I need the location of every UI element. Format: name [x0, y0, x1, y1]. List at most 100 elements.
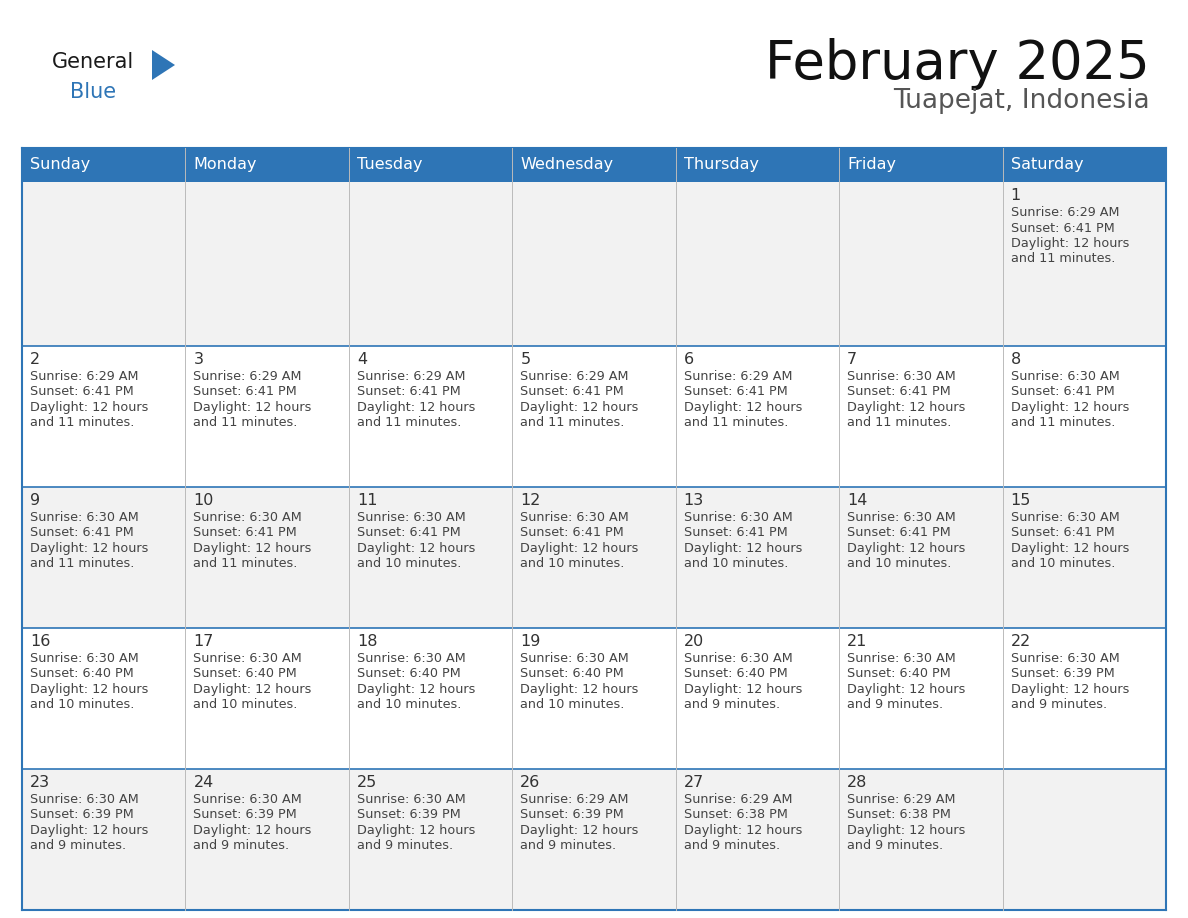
Text: Sunrise: 6:30 AM: Sunrise: 6:30 AM — [30, 652, 139, 665]
Polygon shape — [152, 50, 175, 80]
Text: Sunset: 6:41 PM: Sunset: 6:41 PM — [1011, 386, 1114, 398]
Text: and 9 minutes.: and 9 minutes. — [847, 699, 943, 711]
Text: Sunset: 6:39 PM: Sunset: 6:39 PM — [520, 809, 624, 822]
Bar — [349, 346, 512, 487]
Text: and 11 minutes.: and 11 minutes. — [520, 416, 625, 430]
Text: 6: 6 — [684, 352, 694, 367]
Text: Sunset: 6:40 PM: Sunset: 6:40 PM — [847, 667, 950, 680]
Text: Daylight: 12 hours: Daylight: 12 hours — [194, 542, 311, 554]
Text: and 11 minutes.: and 11 minutes. — [1011, 416, 1116, 430]
Text: and 10 minutes.: and 10 minutes. — [847, 557, 952, 570]
Text: Daylight: 12 hours: Daylight: 12 hours — [194, 824, 311, 837]
Text: Daylight: 12 hours: Daylight: 12 hours — [684, 683, 802, 696]
Text: 20: 20 — [684, 634, 704, 649]
Bar — [185, 769, 349, 910]
Text: and 11 minutes.: and 11 minutes. — [1011, 252, 1116, 265]
Text: Daylight: 12 hours: Daylight: 12 hours — [520, 401, 639, 414]
Text: Sunrise: 6:30 AM: Sunrise: 6:30 AM — [194, 652, 302, 665]
Text: Daylight: 12 hours: Daylight: 12 hours — [30, 683, 148, 696]
Text: Blue: Blue — [70, 82, 116, 102]
Bar — [185, 628, 349, 769]
Text: Daylight: 12 hours: Daylight: 12 hours — [356, 683, 475, 696]
Text: Daylight: 12 hours: Daylight: 12 hours — [520, 824, 639, 837]
Text: Daylight: 12 hours: Daylight: 12 hours — [194, 683, 311, 696]
Text: Sunset: 6:41 PM: Sunset: 6:41 PM — [194, 526, 297, 540]
Text: Sunrise: 6:30 AM: Sunrise: 6:30 AM — [356, 793, 466, 806]
Text: Sunrise: 6:30 AM: Sunrise: 6:30 AM — [1011, 652, 1119, 665]
Bar — [23, 628, 185, 769]
Text: 19: 19 — [520, 634, 541, 649]
Text: Sunset: 6:40 PM: Sunset: 6:40 PM — [684, 667, 788, 680]
Text: and 11 minutes.: and 11 minutes. — [30, 416, 134, 430]
Text: 28: 28 — [847, 775, 867, 790]
Text: Daylight: 12 hours: Daylight: 12 hours — [684, 542, 802, 554]
Text: 17: 17 — [194, 634, 214, 649]
Text: 4: 4 — [356, 352, 367, 367]
Text: and 11 minutes.: and 11 minutes. — [684, 416, 788, 430]
Text: Daylight: 12 hours: Daylight: 12 hours — [1011, 683, 1129, 696]
Bar — [676, 769, 839, 910]
Bar — [349, 487, 512, 628]
Text: Sunrise: 6:30 AM: Sunrise: 6:30 AM — [194, 793, 302, 806]
Text: Sunset: 6:41 PM: Sunset: 6:41 PM — [520, 386, 624, 398]
Text: Sunset: 6:41 PM: Sunset: 6:41 PM — [684, 386, 788, 398]
Text: and 10 minutes.: and 10 minutes. — [194, 699, 298, 711]
Text: Sunset: 6:41 PM: Sunset: 6:41 PM — [684, 526, 788, 540]
Bar — [512, 487, 676, 628]
Bar — [349, 769, 512, 910]
Text: Daylight: 12 hours: Daylight: 12 hours — [847, 824, 966, 837]
Text: Daylight: 12 hours: Daylight: 12 hours — [30, 401, 148, 414]
Text: Sunset: 6:39 PM: Sunset: 6:39 PM — [1011, 667, 1114, 680]
Text: Tuesday: Tuesday — [356, 158, 423, 173]
Text: 1: 1 — [1011, 188, 1020, 203]
Bar — [512, 769, 676, 910]
Text: 26: 26 — [520, 775, 541, 790]
Text: Daylight: 12 hours: Daylight: 12 hours — [1011, 542, 1129, 554]
Text: and 11 minutes.: and 11 minutes. — [847, 416, 952, 430]
Text: Sunrise: 6:29 AM: Sunrise: 6:29 AM — [847, 793, 955, 806]
Text: 15: 15 — [1011, 493, 1031, 508]
Text: Sunrise: 6:29 AM: Sunrise: 6:29 AM — [520, 370, 628, 383]
Text: 22: 22 — [1011, 634, 1031, 649]
Bar — [349, 182, 512, 346]
Bar — [839, 628, 1003, 769]
Text: Daylight: 12 hours: Daylight: 12 hours — [30, 542, 148, 554]
Text: Sunset: 6:38 PM: Sunset: 6:38 PM — [847, 809, 952, 822]
Text: and 9 minutes.: and 9 minutes. — [847, 839, 943, 853]
Text: 21: 21 — [847, 634, 867, 649]
Bar — [23, 346, 185, 487]
Bar — [1003, 769, 1165, 910]
Text: Sunrise: 6:29 AM: Sunrise: 6:29 AM — [356, 370, 466, 383]
Bar — [1003, 346, 1165, 487]
Text: 3: 3 — [194, 352, 203, 367]
Bar — [23, 769, 185, 910]
Text: Sunset: 6:41 PM: Sunset: 6:41 PM — [1011, 221, 1114, 234]
Text: Daylight: 12 hours: Daylight: 12 hours — [847, 401, 966, 414]
Text: Sunrise: 6:30 AM: Sunrise: 6:30 AM — [356, 652, 466, 665]
Text: and 9 minutes.: and 9 minutes. — [684, 839, 779, 853]
Text: 8: 8 — [1011, 352, 1020, 367]
Text: Sunrise: 6:30 AM: Sunrise: 6:30 AM — [520, 510, 628, 524]
Text: Saturday: Saturday — [1011, 158, 1083, 173]
Bar — [676, 628, 839, 769]
Text: 24: 24 — [194, 775, 214, 790]
Bar — [512, 182, 676, 346]
Text: Sunset: 6:39 PM: Sunset: 6:39 PM — [356, 809, 461, 822]
Text: Sunrise: 6:30 AM: Sunrise: 6:30 AM — [30, 793, 139, 806]
Text: 7: 7 — [847, 352, 858, 367]
Text: 14: 14 — [847, 493, 867, 508]
Bar — [1003, 487, 1165, 628]
Text: Sunset: 6:40 PM: Sunset: 6:40 PM — [30, 667, 134, 680]
Text: Sunrise: 6:30 AM: Sunrise: 6:30 AM — [847, 370, 956, 383]
Text: Daylight: 12 hours: Daylight: 12 hours — [356, 401, 475, 414]
Text: and 10 minutes.: and 10 minutes. — [684, 557, 788, 570]
Text: Daylight: 12 hours: Daylight: 12 hours — [684, 824, 802, 837]
Text: 18: 18 — [356, 634, 378, 649]
Text: Sunrise: 6:30 AM: Sunrise: 6:30 AM — [684, 652, 792, 665]
Bar — [349, 628, 512, 769]
Text: 13: 13 — [684, 493, 704, 508]
Text: 23: 23 — [30, 775, 50, 790]
Text: Daylight: 12 hours: Daylight: 12 hours — [520, 542, 639, 554]
Text: 27: 27 — [684, 775, 704, 790]
Text: Monday: Monday — [194, 158, 257, 173]
